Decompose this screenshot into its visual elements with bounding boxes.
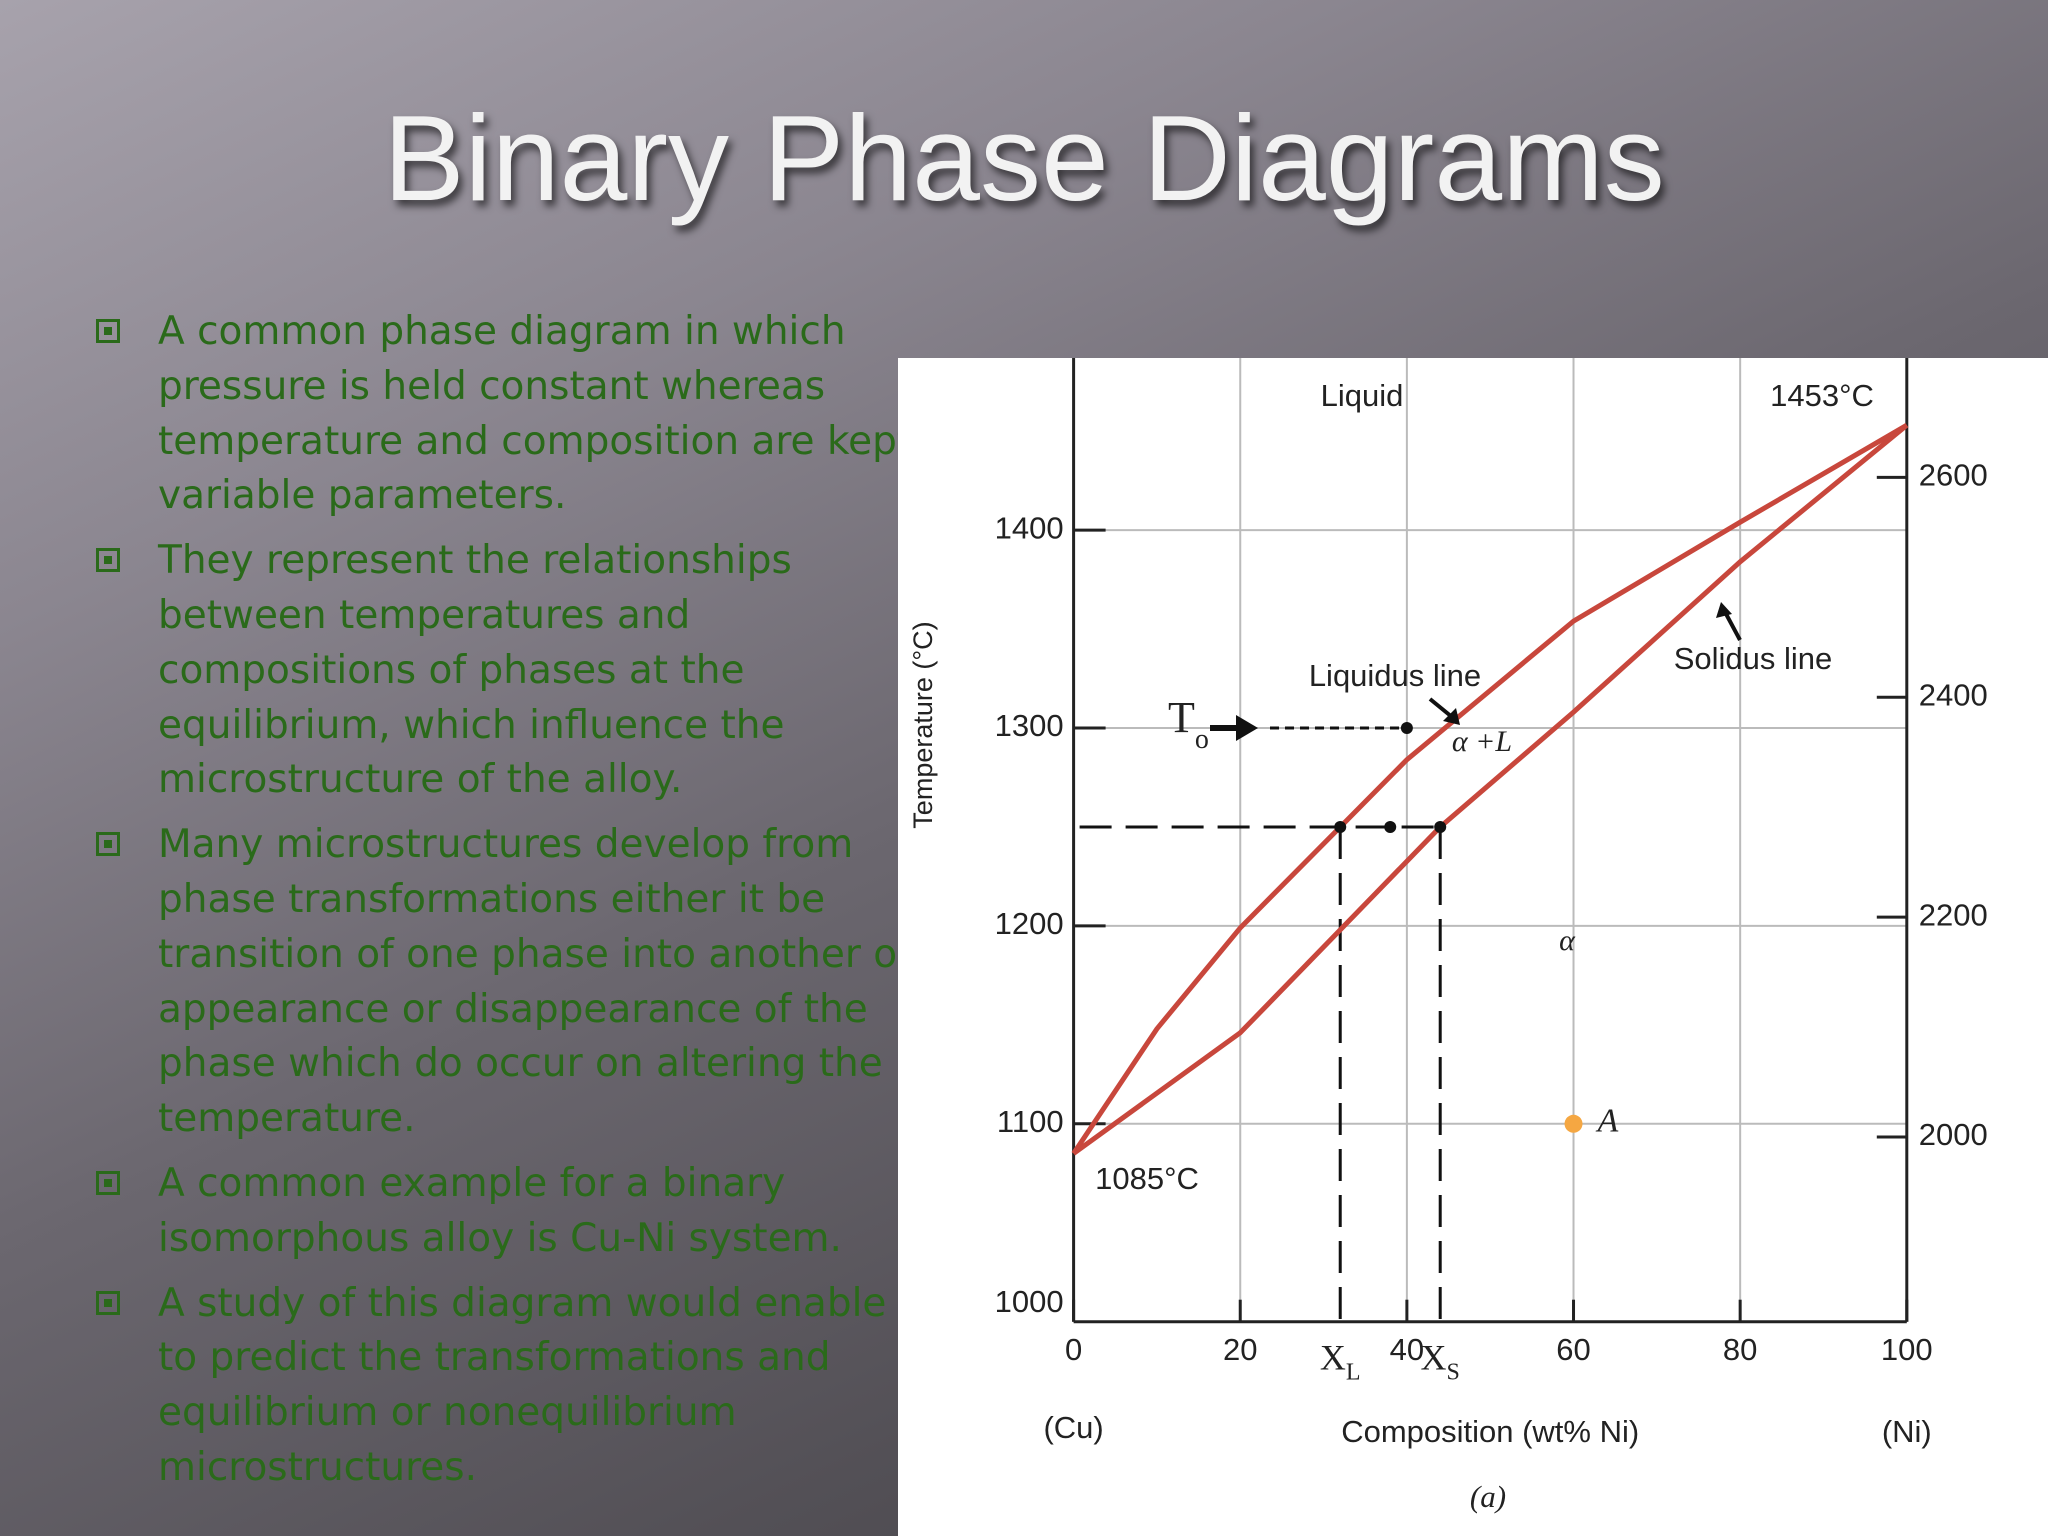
y2-tick-label: 2600 [1919,458,1988,493]
y2-tick-label: 2400 [1919,677,1988,712]
x-axis-label: Composition (wt% Ni) [1341,1414,1639,1449]
point-a [1564,1114,1583,1133]
bullet: Many microstructures develop from phase t… [96,818,914,1147]
y-tick-label: 1400 [995,510,1064,545]
bullet-icon [96,548,120,573]
phase-boundary [1071,423,1909,1155]
bullet-text: transition of one phase into another or [158,931,914,977]
bullet-icon [96,832,120,857]
annotation: 1453°C [1770,378,1874,413]
y2-tick-label: 2200 [1919,897,1988,932]
arrow [1723,611,1742,641]
bullet-text: microstructures. [158,1444,478,1490]
bullet-text: isomorphous alloy is Cu-Ni system. [158,1215,842,1261]
y-tick-label: 1100 [997,1104,1064,1139]
temperature-label: To [1168,693,1209,755]
caption: (a) [1470,1479,1506,1514]
point [1434,820,1447,833]
bullet-text: to predict the transformations and [158,1335,831,1381]
arrow-head [1236,715,1258,741]
series-label: Liquidus line [1309,658,1481,693]
bullet-text: pressure is held constant whereas [158,363,826,409]
annotation: α +L [1452,725,1512,758]
bullet-text: compositions of phases at the [158,647,745,693]
y-tick-label: 1300 [995,708,1064,743]
phase-boundary [1072,423,1909,1156]
bullet-text: A study of this diagram would enable us [158,1280,944,1326]
y-tick-label: 1000 [995,1284,1064,1319]
composition-label: XL [1320,1338,1361,1385]
bullet: A study of this diagram would enable us t… [96,1277,944,1496]
composition-subscript: S [1447,1359,1460,1385]
arrow-head [1716,602,1732,618]
annotation: α [1559,924,1576,957]
bullet-text: They represent the relationships [158,538,792,584]
bullet-text: equilibrium, which influence the [158,702,785,748]
slide-title: Binary Phase Diagrams [383,90,1665,226]
chart-background [898,358,2048,1536]
bullet-icon [96,1170,120,1195]
series-label: Solidus line [1674,641,1833,676]
y-tick-label: 1200 [995,906,1064,941]
x-tick-label: 40 [1390,1332,1424,1367]
bullet-icon [96,319,120,343]
x-tick-label: 0 [1065,1332,1082,1367]
temperature-subscript: o [1195,724,1209,755]
temperature-symbol: T [1168,693,1195,742]
bullet-text: microstructure of the alloy. [158,757,683,803]
x-tick-label: 20 [1223,1332,1257,1367]
bullet-text: Many microstructures develop from [158,822,854,868]
x-tick-label: 60 [1556,1332,1590,1367]
composition-symbol: X [1320,1338,1346,1378]
bullet-text: appearance or disappearance of the [158,986,868,1032]
x-tick-label: 80 [1723,1332,1757,1367]
point-label: A [1596,1103,1619,1140]
bullet-list: A common phase diagram in which pressure … [96,305,944,1506]
bullet-text: A common phase diagram in which [158,309,846,354]
x-end-label: (Ni) [1882,1414,1932,1449]
bullet-text: temperature and composition are kept [158,418,913,464]
arrow-head [1443,708,1460,725]
bullet-text: variable parameters. [158,473,567,519]
point [1400,722,1413,734]
y2-tick-label: 2000 [1919,1117,1988,1152]
bullet: They represent the relationships between … [96,534,896,808]
bullet: A common example for a binary isomorphous… [96,1157,896,1267]
y-axis-label: Temperature (°C) [908,621,938,828]
composition-subscript: L [1346,1359,1361,1385]
annotation: 1085°C [1095,1161,1199,1196]
point [1334,820,1347,833]
bullet-text: phase which do occur on altering the [158,1041,883,1087]
bullet-text: phase transformations either it be [158,876,826,922]
point [1384,820,1397,833]
bullet-icon [96,1290,120,1315]
composition-symbol: X [1421,1338,1447,1378]
bullet-text: A common example for a binary [158,1160,786,1206]
x-tick-label: 100 [1881,1332,1933,1367]
annotation: Liquid [1321,378,1404,413]
arrow [1428,697,1454,719]
bullet-text: temperature. [158,1096,416,1142]
bullet: A common phase diagram in which pressure … [96,305,913,524]
x-end-label: (Cu) [1043,1410,1103,1445]
bullet-text: between temperatures and [158,592,691,638]
composition-label: XS [1421,1338,1460,1385]
bullet-text: equilibrium or nonequilibrium [158,1390,737,1436]
